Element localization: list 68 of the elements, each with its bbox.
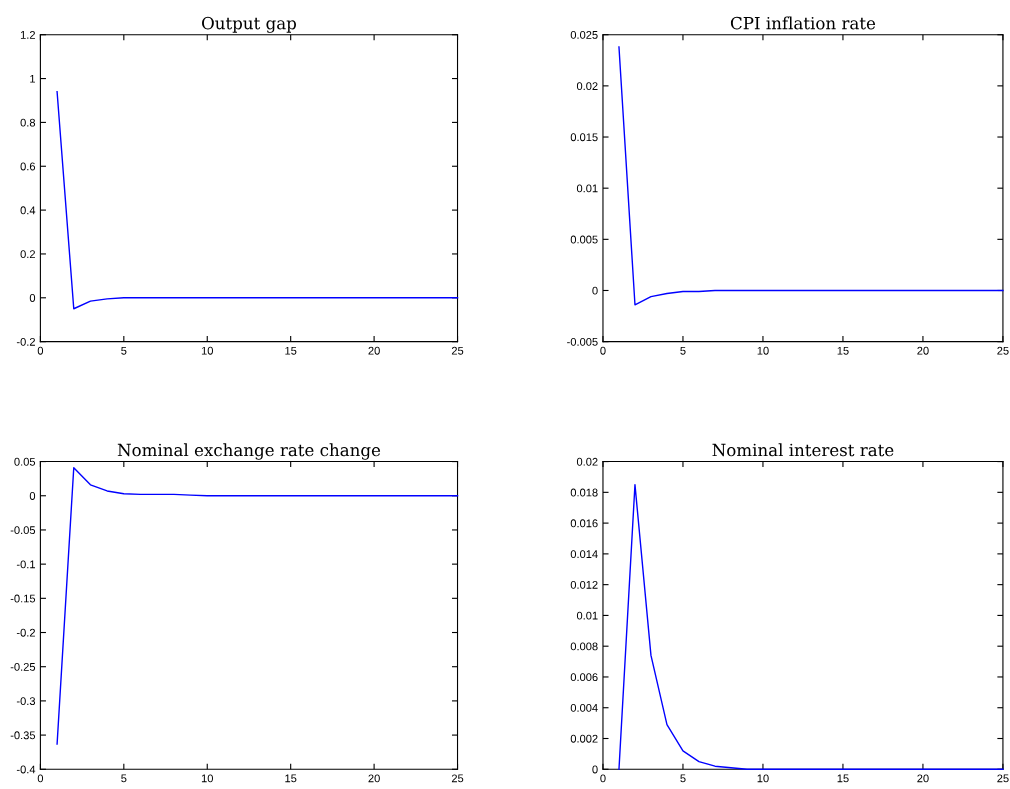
x-tick-label: 10 bbox=[201, 774, 213, 783]
chart-title: CPI inflation rate bbox=[730, 16, 876, 30]
y-tick-label: -0.25 bbox=[10, 662, 36, 671]
y-tick-label: -0.4 bbox=[16, 765, 36, 774]
y-tick-label: 0 bbox=[29, 294, 36, 302]
y-tick-label: 0.012 bbox=[570, 580, 598, 589]
x-tick-label: 5 bbox=[121, 346, 127, 355]
y-tick-label: 0.8 bbox=[20, 118, 36, 127]
x-tick-label: 10 bbox=[757, 774, 769, 783]
chart-title: Output gap bbox=[202, 16, 297, 33]
y-tick-label: -0.15 bbox=[10, 594, 36, 603]
x-tick-label: 20 bbox=[368, 346, 380, 355]
y-tick-label: 0.4 bbox=[20, 206, 36, 215]
y-tick-label: 0.015 bbox=[570, 133, 598, 142]
y-tick-label: 0.006 bbox=[570, 673, 598, 682]
y-tick-label: 0.018 bbox=[570, 488, 598, 497]
x-tick-label: 25 bbox=[451, 774, 464, 783]
x-tick-label: 25 bbox=[451, 346, 464, 355]
y-tick-label: 1 bbox=[30, 74, 35, 83]
x-tick-label: 0 bbox=[600, 346, 606, 355]
line-series bbox=[56, 467, 459, 745]
y-tick-label: -0.05 bbox=[10, 526, 36, 535]
y-tick-label: 0.05 bbox=[14, 457, 36, 466]
y-tick-label: 0.02 bbox=[576, 457, 598, 466]
y-tick-label: -0.3 bbox=[16, 697, 36, 706]
y-tick-label: 0 bbox=[592, 286, 598, 295]
x-tick-label: 0 bbox=[600, 774, 606, 783]
y-tick-label: 0.01 bbox=[576, 611, 598, 620]
x-tick-label: 5 bbox=[121, 774, 127, 783]
y-tick-label: 0.014 bbox=[570, 550, 598, 559]
x-tick-label: 15 bbox=[285, 346, 297, 355]
y-tick-label: -0.2 bbox=[16, 628, 35, 637]
y-tick-label: 0.2 bbox=[20, 250, 35, 259]
y-tick-label: 0.008 bbox=[570, 642, 598, 651]
line-series bbox=[56, 91, 459, 310]
y-tick-label: -0.1 bbox=[16, 560, 35, 569]
chart-title: Nominal interest rate bbox=[712, 443, 894, 457]
line-series bbox=[618, 46, 1004, 306]
y-tick-label: 0.025 bbox=[570, 30, 598, 39]
x-tick-label: 20 bbox=[917, 346, 929, 355]
y-tick-label: 0.6 bbox=[20, 162, 36, 171]
x-tick-label: 15 bbox=[285, 774, 297, 783]
y-tick-label: 0.002 bbox=[570, 734, 598, 743]
line-series bbox=[618, 483, 1004, 770]
y-tick-label: 0.016 bbox=[570, 519, 598, 528]
x-tick-label: 15 bbox=[837, 346, 849, 355]
x-tick-label: 15 bbox=[837, 774, 849, 783]
x-tick-label: 25 bbox=[997, 346, 1009, 355]
y-tick-label: 0.005 bbox=[570, 235, 598, 244]
y-tick-label: -0.35 bbox=[10, 731, 36, 740]
y-tick-label: 0.01 bbox=[576, 184, 598, 193]
x-tick-label: 20 bbox=[917, 774, 929, 783]
y-tick-label: 0.004 bbox=[570, 704, 598, 712]
y-tick-label: 0 bbox=[592, 765, 598, 774]
x-tick-label: 10 bbox=[201, 346, 213, 355]
y-tick-label: 0 bbox=[29, 492, 36, 500]
x-tick-label: 10 bbox=[757, 346, 769, 355]
x-tick-label: 5 bbox=[680, 774, 686, 783]
x-tick-label: 20 bbox=[368, 774, 380, 783]
y-tick-label: -0.2 bbox=[16, 337, 35, 346]
y-tick-label: 0.02 bbox=[576, 82, 598, 90]
y-tick-label: 1.2 bbox=[20, 30, 35, 39]
y-tick-label: -0.005 bbox=[567, 337, 598, 346]
x-tick-label: 5 bbox=[680, 346, 686, 355]
x-tick-label: 0 bbox=[37, 346, 44, 355]
x-tick-label: 0 bbox=[37, 774, 44, 783]
x-tick-label: 25 bbox=[997, 774, 1009, 783]
chart-title: Nominal exchange rate change bbox=[117, 443, 381, 460]
